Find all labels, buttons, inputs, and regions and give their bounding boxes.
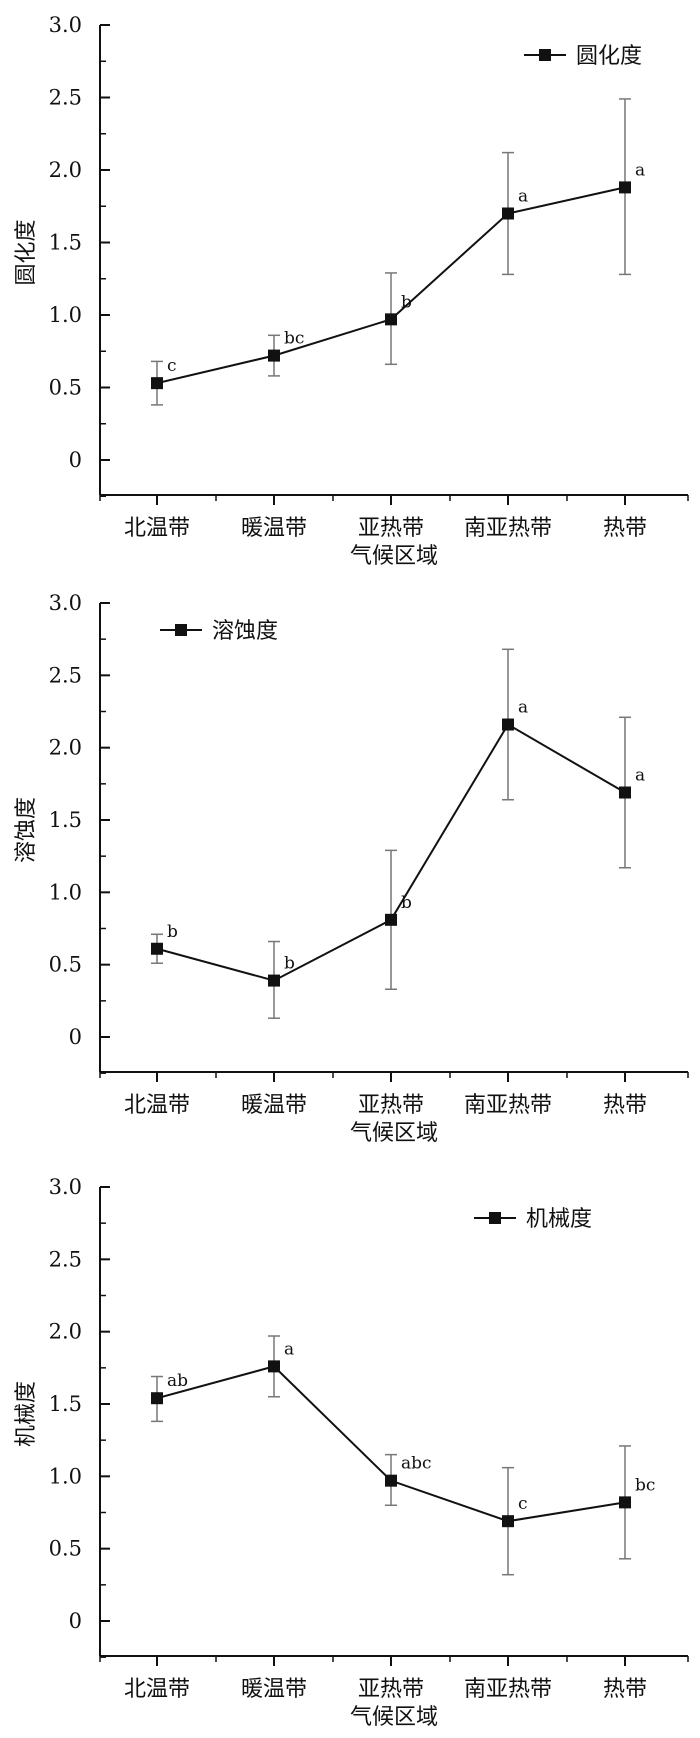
significance-label: b [401, 292, 412, 312]
significance-label: ab [167, 1371, 188, 1391]
y-tick-label: 1.5 [49, 1392, 82, 1416]
data-point-marker [502, 718, 514, 731]
x-tick-label: 热带 [603, 1677, 647, 1702]
y-axis-title: 机械度 [14, 1381, 39, 1447]
significance-label: b [284, 954, 295, 974]
data-point-marker [619, 786, 631, 799]
y-tick-label: 0.5 [49, 1537, 82, 1561]
x-tick-label: 热带 [603, 1093, 647, 1118]
x-tick-label: 北温带 [124, 516, 190, 541]
significance-label: b [401, 893, 412, 913]
data-point-marker [268, 349, 280, 362]
y-tick-label: 0.5 [49, 376, 82, 400]
x-tick-label: 北温带 [124, 1093, 190, 1118]
significance-label: a [518, 698, 528, 718]
x-tick-label: 南亚热带 [464, 1093, 552, 1118]
x-tick-label: 北温带 [124, 1677, 190, 1702]
x-axis-title: 气候区域 [350, 1705, 438, 1730]
y-tick-label: 1.0 [49, 1464, 82, 1488]
significance-label: a [284, 1339, 294, 1359]
y-tick-label: 0 [69, 1025, 82, 1049]
y-tick-label: 0 [69, 448, 82, 472]
data-point-marker [151, 942, 163, 955]
x-tick-label: 热带 [603, 516, 647, 541]
data-point-marker [151, 377, 163, 390]
y-tick-label: 2.0 [49, 158, 82, 182]
significance-label: bc [635, 1475, 655, 1495]
data-point-marker [502, 1515, 514, 1528]
y-tick-label: 2.5 [49, 663, 82, 687]
significance-label: b [167, 922, 178, 942]
y-tick-label: 2.5 [49, 1247, 82, 1271]
significance-label: c [167, 356, 177, 376]
x-tick-label: 亚热带 [358, 1093, 424, 1118]
y-tick-label: 1.5 [49, 231, 82, 255]
y-tick-label: 3.0 [49, 13, 82, 37]
y-tick-label: 1.0 [49, 880, 82, 904]
data-point-marker [385, 313, 397, 326]
y-axis-title: 圆化度 [14, 219, 39, 285]
data-point-marker [268, 1360, 280, 1373]
significance-label: a [635, 766, 645, 786]
x-tick-label: 南亚热带 [464, 1677, 552, 1702]
data-point-marker [619, 181, 631, 194]
x-tick-label: 南亚热带 [464, 516, 552, 541]
y-tick-label: 0.5 [49, 953, 82, 977]
legend-label: 溶蚀度 [212, 619, 278, 644]
significance-label: a [518, 187, 528, 207]
significance-label: abc [401, 1454, 432, 1474]
x-axis-title: 气候区域 [350, 544, 438, 569]
x-tick-label: 暖温带 [241, 516, 307, 541]
x-axis-title: 气候区域 [350, 1121, 438, 1146]
y-tick-label: 1.5 [49, 808, 82, 832]
y-tick-label: 2.5 [49, 86, 82, 110]
data-point-marker [619, 1496, 631, 1509]
y-tick-label: 2.0 [49, 1320, 82, 1344]
x-tick-label: 亚热带 [358, 516, 424, 541]
legend-marker [539, 49, 551, 61]
data-point-marker [151, 1392, 163, 1405]
significance-label: a [635, 160, 645, 180]
y-axis-title: 溶蚀度 [14, 797, 39, 863]
x-tick-label: 暖温带 [241, 1093, 307, 1118]
significance-label: bc [284, 329, 304, 349]
y-tick-label: 0 [69, 1609, 82, 1633]
x-tick-label: 暖温带 [241, 1677, 307, 1702]
x-tick-label: 亚热带 [358, 1677, 424, 1702]
legend-marker [489, 1212, 501, 1224]
significance-label: c [518, 1494, 528, 1514]
data-point-marker [502, 207, 514, 220]
y-tick-label: 3.0 [49, 591, 82, 615]
legend-label: 机械度 [526, 1207, 592, 1232]
data-point-marker [268, 974, 280, 987]
y-tick-label: 3.0 [49, 1175, 82, 1199]
data-point-marker [385, 1474, 397, 1487]
y-tick-label: 1.0 [49, 303, 82, 327]
legend-label: 圆化度 [576, 44, 642, 69]
y-tick-label: 2.0 [49, 736, 82, 760]
data-point-marker [385, 913, 397, 926]
legend-marker [175, 624, 187, 636]
